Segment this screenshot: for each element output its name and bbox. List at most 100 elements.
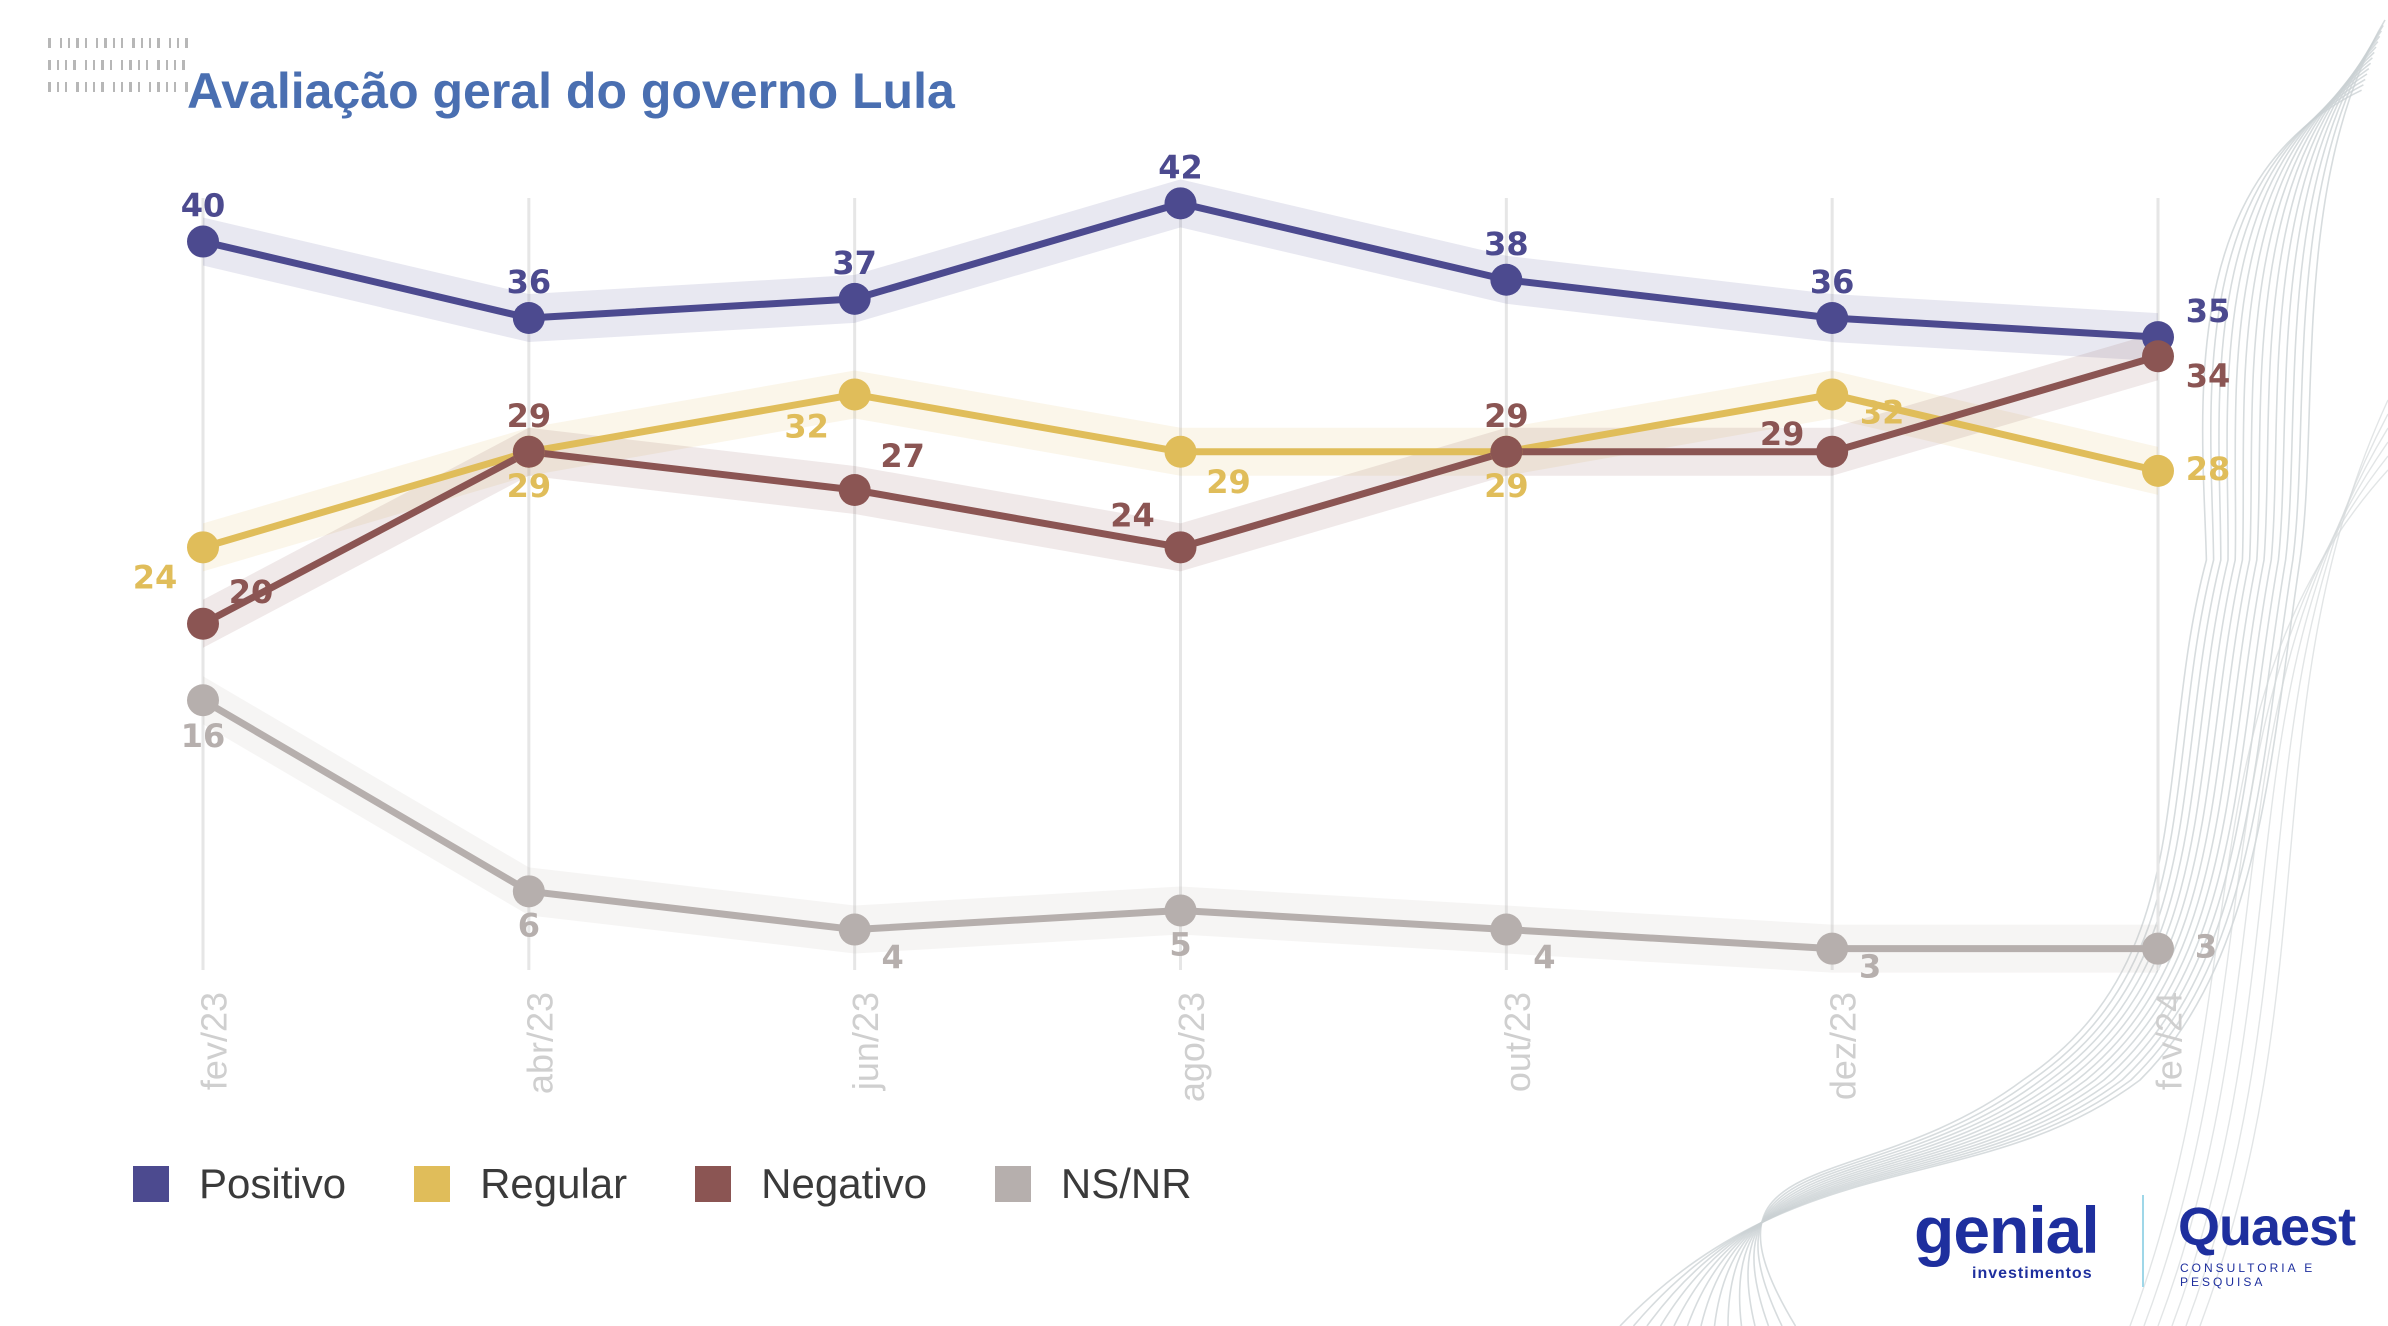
barcode-bar	[93, 82, 95, 92]
legend-swatch	[414, 1166, 451, 1202]
wave-line	[1759, 89, 2362, 1326]
barcode-bar	[174, 82, 176, 92]
data-label: 32	[784, 407, 829, 445]
barcode-bar	[157, 82, 160, 92]
chart-legend: Positivo Regular Negativo NS/NR	[133, 1160, 1260, 1208]
barcode-bar	[121, 82, 123, 92]
data-point	[187, 684, 219, 717]
barcode-bar	[157, 38, 160, 48]
data-label: 3	[1859, 948, 1881, 986]
data-label: 36	[1810, 263, 1855, 301]
data-point	[838, 913, 871, 946]
x-tick-label: jun/23	[845, 992, 886, 1091]
wave-line	[1646, 30, 2383, 1326]
legend-label: Regular	[480, 1160, 628, 1207]
data-point	[1816, 378, 1849, 411]
data-label: 29	[1206, 463, 1251, 501]
data-label: 32	[1860, 393, 1905, 431]
genial-logo-text: genial	[1914, 1193, 2100, 1267]
wave-line	[1738, 67, 2370, 1326]
barcode-bar	[85, 38, 87, 48]
wave-line	[1673, 41, 2379, 1326]
series-band	[203, 676, 2158, 973]
genial-logo-subtext: investimentos	[1972, 1265, 2093, 1282]
data-label: 42	[1158, 148, 1203, 186]
data-label: 4	[882, 939, 904, 977]
wave-line	[1753, 78, 2366, 1326]
barcode-bar	[185, 38, 188, 48]
legend-item: NS/NR	[994, 1160, 1192, 1208]
data-label: 5	[1169, 925, 1191, 963]
data-point	[2142, 454, 2174, 487]
data-label: 29	[1484, 397, 1529, 435]
barcode-bar	[57, 82, 59, 92]
data-point	[1490, 263, 1523, 296]
barcode-bar	[149, 38, 151, 48]
data-point	[1164, 435, 1197, 468]
barcode-bar	[149, 82, 151, 92]
series-band	[203, 179, 2158, 362]
data-point	[838, 378, 871, 411]
data-label: 29	[507, 467, 552, 505]
wave-line	[1632, 24, 2384, 1326]
data-point	[2142, 932, 2174, 965]
data-point	[1164, 894, 1197, 927]
barcode-bar	[48, 60, 51, 70]
data-point	[187, 531, 219, 564]
data-label: 28	[2186, 450, 2231, 488]
logo-divider	[2142, 1195, 2144, 1287]
data-label: 4	[1533, 939, 1555, 977]
barcode-bar	[85, 60, 87, 70]
wave-line	[2129, 469, 2388, 1326]
legend-label: Negativo	[761, 1160, 927, 1207]
barcode-bar	[76, 82, 79, 92]
barcode-bar	[141, 38, 143, 48]
quaest-logo-subtext: CONSULTORIA E PESQUISA	[2180, 1261, 2316, 1289]
barcode-bar	[166, 82, 168, 92]
wave-line	[1619, 19, 2386, 1326]
barcode-bar	[169, 38, 171, 48]
barcode-bar	[129, 60, 132, 70]
legend-label: Positivo	[199, 1160, 347, 1207]
wave-line	[1686, 46, 2377, 1326]
barcode-bar	[174, 60, 176, 70]
data-label: 6	[518, 906, 540, 944]
data-label: 36	[507, 263, 552, 301]
x-tick-label: out/23	[1497, 992, 1538, 1092]
quaest-logo-text: Quaest	[2178, 1197, 2356, 1257]
data-point	[1816, 932, 1849, 965]
barcode-bar	[182, 60, 185, 70]
data-point	[1816, 435, 1849, 468]
data-label: 24	[133, 558, 178, 596]
barcode-bar	[101, 60, 104, 70]
wave-line	[1747, 73, 2368, 1326]
barcode-bar	[48, 38, 51, 48]
data-label: 29	[1484, 467, 1529, 505]
barcode-decoration-icon	[48, 38, 188, 92]
wave-line	[1713, 57, 2373, 1326]
data-label: 3	[2195, 928, 2217, 966]
wave-line	[1700, 51, 2375, 1326]
data-point	[1164, 531, 1197, 564]
legend-item: Positivo	[133, 1160, 346, 1208]
wave-line	[1727, 62, 2372, 1326]
data-label: 35	[2186, 292, 2231, 330]
data-point	[1816, 302, 1849, 334]
chart-title: Avaliação geral do governo Lula	[187, 63, 955, 119]
data-point	[187, 607, 219, 640]
barcode-bar	[113, 82, 115, 92]
barcode-bar	[73, 60, 76, 70]
barcode-bar	[57, 60, 59, 70]
legend-label: NS/NR	[1060, 1160, 1192, 1207]
data-label: 38	[1484, 225, 1529, 263]
x-tick-label: abr/23	[519, 992, 560, 1094]
legend-swatch	[994, 1166, 1031, 1202]
data-point	[838, 282, 871, 315]
data-label: 20	[229, 573, 274, 611]
barcode-bar	[146, 60, 148, 70]
data-point	[512, 302, 545, 334]
wave-line	[1659, 35, 2381, 1326]
data-point	[512, 875, 545, 908]
